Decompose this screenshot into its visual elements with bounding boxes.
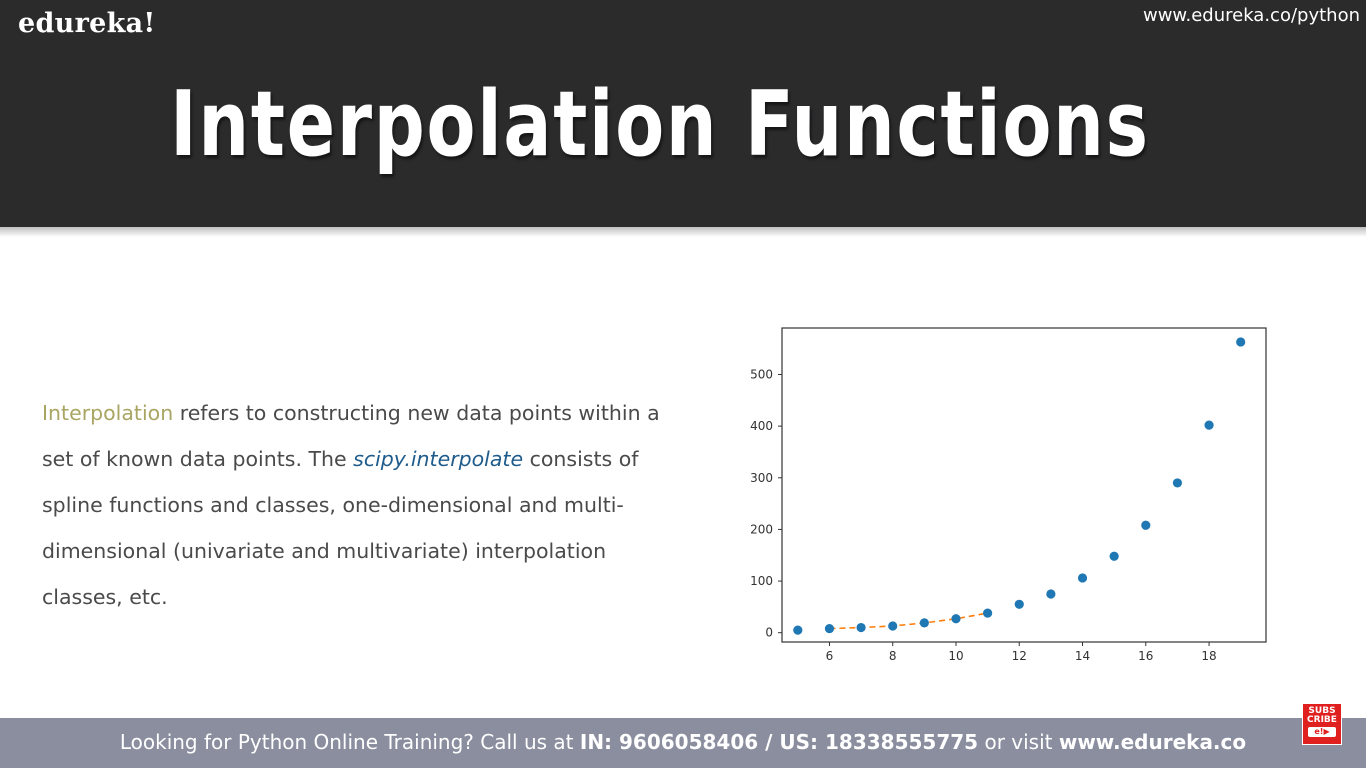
y-tick-label: 500 — [750, 367, 773, 381]
data-point — [1109, 551, 1119, 561]
footer-banner: Looking for Python Online Training? Call… — [0, 718, 1366, 768]
brand-logo: edureka! — [18, 8, 156, 39]
x-tick-label: 12 — [1012, 649, 1027, 663]
data-point — [951, 614, 961, 624]
interpolation-chart: 6 8 10 12 14 16 18 0 100 200 300 400 500 — [730, 320, 1290, 670]
data-point — [793, 625, 803, 635]
data-point — [1204, 420, 1214, 430]
footer-website[interactable]: www.edureka.co — [1058, 730, 1247, 754]
y-tick-label: 400 — [750, 419, 773, 433]
description-text-2: consists of spline functions and classes… — [42, 447, 639, 609]
data-point — [888, 621, 898, 631]
plot-frame — [781, 327, 1267, 643]
x-tick-label: 8 — [889, 649, 897, 663]
y-tick-label: 0 — [765, 626, 773, 640]
module-name: scipy.interpolate — [353, 447, 524, 471]
footer-text: Looking for Python Online Training? Call… — [0, 730, 1366, 754]
y-tick-label: 100 — [750, 574, 773, 588]
x-tick-label: 16 — [1138, 649, 1153, 663]
interpolated-line — [829, 612, 988, 630]
header-shadow — [0, 227, 1366, 237]
data-point — [856, 622, 866, 633]
data-point — [1046, 589, 1056, 599]
interpolation-term: Interpolation — [42, 401, 174, 425]
description-paragraph: Interpolation refers to constructing new… — [42, 390, 682, 620]
data-point — [919, 618, 929, 628]
play-icon: e!▶ — [1308, 727, 1336, 737]
data-point — [1077, 573, 1088, 583]
slide-header: edureka! www.edureka.co/python Interpola… — [0, 0, 1366, 227]
data-point — [1172, 478, 1183, 488]
x-tick-label: 14 — [1075, 649, 1090, 663]
y-tick-label: 200 — [750, 522, 773, 536]
subscribe-button[interactable]: SUBS CRIBE e!▶ — [1302, 703, 1342, 745]
chart-svg: 6 8 10 12 14 16 18 0 100 200 300 400 500 — [750, 327, 1267, 663]
description-text-1: refers to constructing new data points w… — [42, 401, 660, 471]
footer-middle: or visit — [978, 730, 1059, 754]
slide-title: Interpolation Functions — [170, 72, 1150, 177]
data-point — [983, 608, 993, 618]
x-tick-label: 18 — [1201, 649, 1216, 663]
y-tick-label: 300 — [750, 471, 773, 485]
data-point — [1014, 599, 1024, 609]
subscribe-line2: CRIBE — [1307, 715, 1337, 725]
x-tick-label: 6 — [826, 649, 834, 663]
footer-phones: IN: 9606058406 / US: 18338555775 — [579, 730, 979, 754]
data-point — [1141, 520, 1151, 530]
subscribe-line1: SUBS — [1308, 706, 1336, 716]
site-url: www.edureka.co/python — [1142, 5, 1360, 26]
footer-prefix: Looking for Python Online Training? Call… — [119, 730, 580, 754]
data-point — [1236, 337, 1246, 347]
x-tick-label: 10 — [948, 649, 963, 663]
data-point — [824, 623, 835, 634]
